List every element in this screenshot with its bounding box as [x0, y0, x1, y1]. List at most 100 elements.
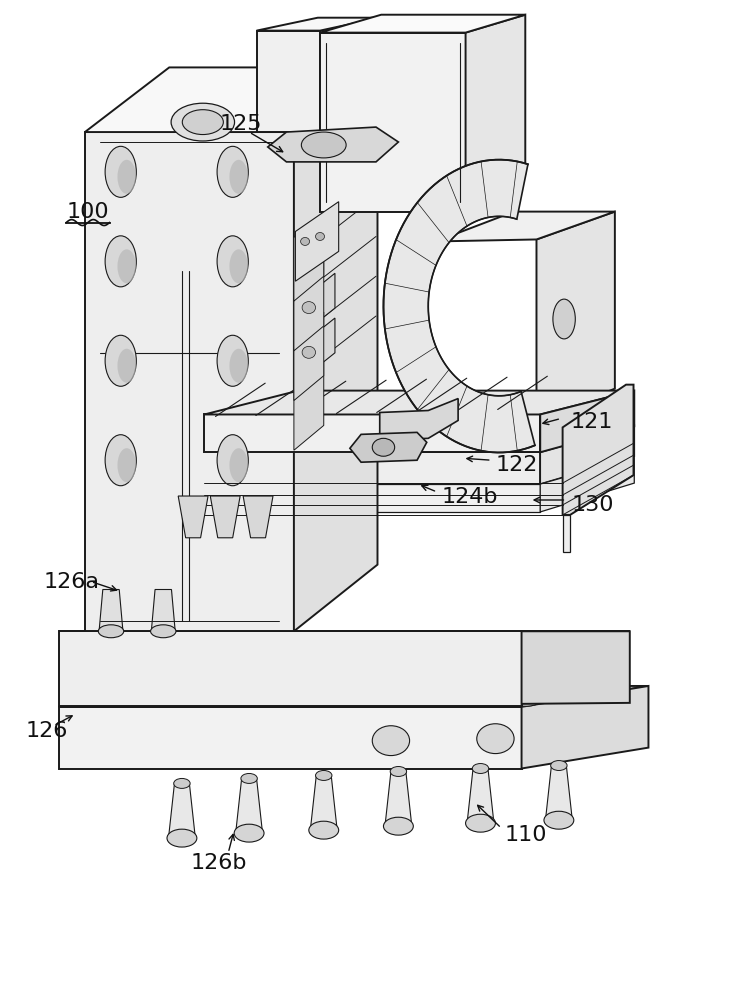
Polygon shape [522, 631, 629, 704]
Polygon shape [320, 33, 465, 212]
Polygon shape [243, 496, 273, 538]
Polygon shape [211, 496, 240, 538]
Polygon shape [350, 432, 426, 462]
Polygon shape [296, 202, 338, 281]
Polygon shape [235, 778, 262, 833]
Polygon shape [294, 318, 335, 386]
Polygon shape [522, 686, 648, 768]
Text: 126: 126 [25, 721, 68, 741]
Polygon shape [205, 484, 540, 512]
Polygon shape [562, 385, 633, 515]
Polygon shape [380, 399, 458, 440]
Ellipse shape [372, 726, 410, 756]
Polygon shape [256, 31, 320, 132]
Ellipse shape [117, 249, 136, 283]
Ellipse shape [217, 335, 248, 386]
Ellipse shape [553, 299, 575, 339]
Polygon shape [562, 515, 570, 552]
Ellipse shape [217, 236, 248, 287]
Polygon shape [151, 589, 175, 631]
Ellipse shape [311, 681, 352, 706]
Text: 125: 125 [220, 114, 262, 134]
Ellipse shape [117, 448, 136, 482]
Polygon shape [294, 362, 324, 450]
Polygon shape [320, 18, 380, 132]
Ellipse shape [505, 681, 546, 706]
Polygon shape [294, 273, 335, 341]
Polygon shape [85, 132, 294, 631]
Ellipse shape [316, 770, 332, 780]
Ellipse shape [302, 132, 346, 158]
Polygon shape [465, 15, 526, 212]
Ellipse shape [150, 625, 176, 638]
Ellipse shape [372, 438, 395, 456]
Polygon shape [384, 160, 535, 453]
Ellipse shape [167, 829, 197, 847]
Ellipse shape [472, 764, 489, 773]
Text: 126b: 126b [191, 853, 247, 873]
Polygon shape [178, 496, 208, 538]
Polygon shape [536, 212, 615, 420]
Polygon shape [59, 631, 522, 706]
Polygon shape [435, 212, 615, 241]
Text: 124b: 124b [441, 487, 498, 507]
Polygon shape [205, 452, 540, 484]
Polygon shape [59, 686, 648, 707]
Ellipse shape [182, 110, 223, 135]
Polygon shape [294, 213, 324, 301]
Text: 126a: 126a [44, 572, 100, 592]
Ellipse shape [217, 146, 248, 197]
Polygon shape [294, 67, 378, 631]
Ellipse shape [309, 821, 338, 839]
Text: 100: 100 [66, 202, 109, 222]
Ellipse shape [302, 302, 316, 314]
Polygon shape [540, 425, 634, 484]
Ellipse shape [544, 811, 574, 829]
Polygon shape [85, 67, 378, 132]
Polygon shape [540, 391, 634, 452]
Polygon shape [540, 457, 634, 512]
Ellipse shape [465, 814, 496, 832]
Ellipse shape [229, 249, 248, 283]
Ellipse shape [99, 625, 123, 638]
Polygon shape [311, 775, 337, 830]
Polygon shape [168, 783, 196, 838]
Ellipse shape [171, 103, 235, 141]
Polygon shape [467, 768, 494, 823]
Ellipse shape [241, 773, 257, 783]
Polygon shape [59, 707, 522, 768]
Ellipse shape [316, 232, 325, 240]
Polygon shape [205, 391, 634, 414]
Ellipse shape [302, 346, 316, 358]
Ellipse shape [117, 160, 136, 194]
Ellipse shape [174, 778, 190, 788]
Ellipse shape [229, 448, 248, 482]
Ellipse shape [217, 435, 248, 486]
Ellipse shape [477, 724, 514, 754]
Polygon shape [545, 766, 572, 820]
Polygon shape [320, 15, 526, 33]
Ellipse shape [301, 237, 310, 245]
Text: 130: 130 [572, 495, 614, 515]
Ellipse shape [234, 824, 264, 842]
Ellipse shape [550, 761, 567, 770]
Ellipse shape [390, 767, 407, 776]
Ellipse shape [105, 435, 136, 486]
Polygon shape [99, 589, 123, 631]
Polygon shape [268, 127, 399, 162]
Ellipse shape [105, 335, 136, 386]
Polygon shape [294, 312, 324, 401]
Ellipse shape [229, 349, 248, 383]
Text: 122: 122 [496, 455, 538, 475]
Polygon shape [256, 18, 380, 31]
Polygon shape [294, 262, 324, 351]
Ellipse shape [105, 146, 136, 197]
Ellipse shape [229, 160, 248, 194]
Ellipse shape [117, 349, 136, 383]
Text: 121: 121 [570, 412, 612, 432]
Ellipse shape [384, 817, 414, 835]
Text: 110: 110 [505, 825, 547, 845]
Ellipse shape [105, 236, 136, 287]
Polygon shape [385, 771, 412, 826]
Ellipse shape [408, 675, 449, 699]
